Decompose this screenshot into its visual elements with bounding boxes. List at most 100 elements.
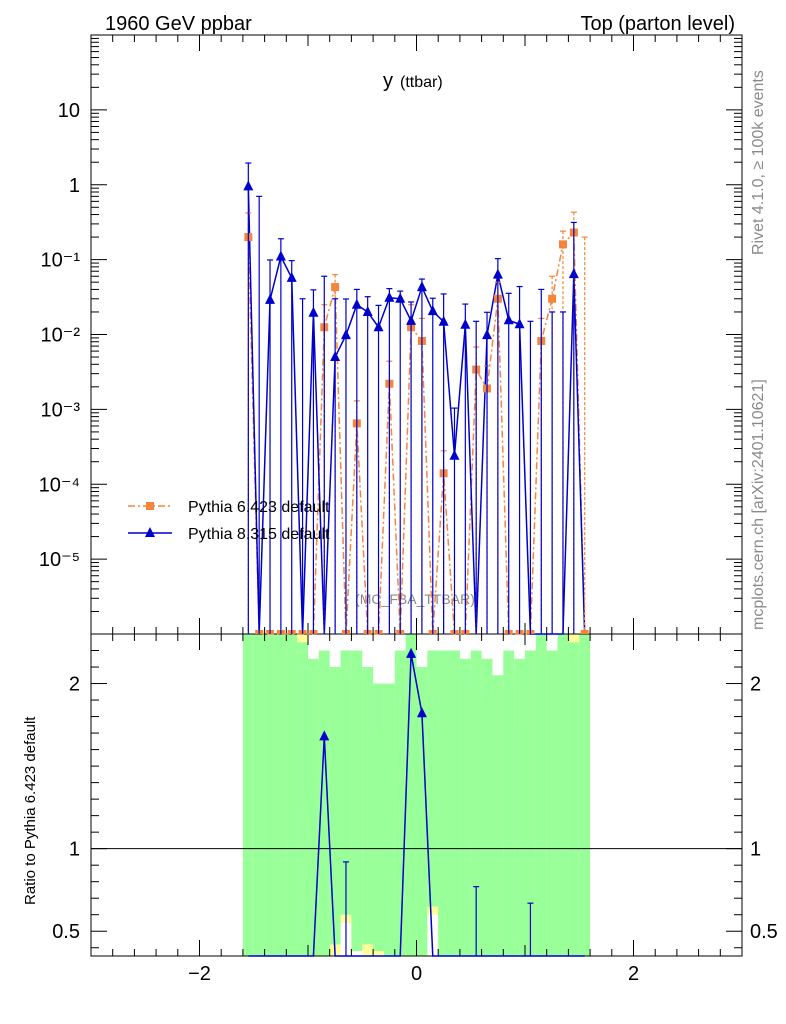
xtick-label: 0: [411, 963, 422, 985]
ratio-band-green: [264, 634, 276, 956]
rivet-label: Rivet 4.1.0, ≥ 100k events: [750, 70, 767, 255]
ratio-band-green: [405, 634, 417, 956]
ratio-band-green: [481, 658, 493, 956]
legend-label-pythia8: Pythia 8.315 default: [188, 526, 330, 543]
data-point-pythia8: [416, 281, 427, 292]
data-point-pythia6: [558, 240, 567, 249]
ratio-band-green: [427, 650, 439, 907]
header-right: Top (parton level): [580, 13, 735, 35]
ratio-line: [248, 653, 585, 957]
data-point-pythia8: [351, 298, 362, 309]
data-point-pythia8: [286, 271, 297, 282]
data-point-pythia8: [503, 314, 514, 325]
chart-subtitle: (ttbar): [400, 74, 443, 91]
upper-ytick-label: 10: [58, 100, 80, 122]
ratio-band-green: [253, 634, 265, 956]
chart-title: y: [383, 70, 393, 92]
data-point-pythia6: [548, 294, 557, 303]
ratio-band-green: [535, 634, 547, 956]
legend: Pythia 6.423 default Pythia 8.315 defaul…: [128, 499, 330, 543]
data-point-pythia6-zero: [580, 630, 589, 634]
ratio-band-green: [340, 650, 352, 915]
ratio-band-green: [503, 650, 515, 956]
ratio-series: [248, 647, 585, 957]
ratio-band-green: [383, 683, 395, 956]
ratio-ylabel: Ratio to Pythia 6.423 default: [22, 716, 39, 905]
ratio-band-green: [568, 642, 580, 956]
ratio-band-green: [438, 650, 450, 956]
upper-ytick-label: 10⁻¹: [41, 250, 81, 272]
lower-ytick-label-right: 0.5: [750, 921, 778, 943]
ratio-band-green: [557, 634, 569, 956]
ratio-band-green: [394, 650, 406, 956]
upper-ytick-label: 10⁻²: [41, 325, 81, 347]
mcplots-label: mcplots.cern.ch [arXiv:2401.10621]: [750, 379, 767, 630]
lower-ytick-label-left: 1: [69, 839, 80, 861]
ratio-band-green: [242, 634, 254, 956]
data-point-pythia8: [330, 351, 341, 362]
ratio-band-green: [297, 642, 308, 956]
data-point-pythia8: [243, 180, 254, 191]
ratio-band-green: [416, 667, 428, 956]
data-point-pythia8: [449, 449, 460, 460]
data-point-pythia8: [492, 268, 503, 279]
lower-ytick-label-right: 1: [750, 839, 761, 861]
series-line-pythia6: [247, 230, 586, 635]
analysis-watermark: (MC_FBA_TTBAR): [355, 591, 475, 607]
series-lines: [247, 186, 586, 635]
ratio-band-green: [318, 650, 330, 956]
ratio-band-green: [470, 650, 482, 956]
ratio-point: [319, 730, 330, 741]
ratio-band-green: [579, 634, 591, 956]
ratio-band-green: [449, 650, 460, 956]
ratio-band-green: [275, 634, 287, 956]
data-point-pythia8: [482, 329, 493, 340]
ratio-band-green: [525, 650, 536, 956]
ratio-band-green: [308, 658, 319, 956]
data-point-pythia8: [568, 268, 579, 279]
ratio-point: [416, 707, 427, 718]
xtick-label: 2: [628, 963, 639, 985]
ratio-band-green: [329, 667, 341, 945]
upper-ytick-label: 10⁻³: [41, 399, 81, 421]
legend-label-pythia6: Pythia 6.423 default: [188, 499, 330, 516]
data-point-pythia6: [331, 283, 340, 292]
legend-marker-pythia6: [146, 502, 154, 510]
lower-ytick-label-right: 2: [750, 674, 761, 696]
legend-marker-pythia8: [145, 527, 155, 537]
upper-ytick-label: 1: [69, 175, 80, 197]
xtick-label: −2: [188, 963, 211, 985]
upper-ytick-label: 10⁻⁴: [39, 474, 80, 496]
data-point-pythia8: [438, 315, 449, 326]
data-point-pythia8: [460, 318, 471, 329]
ratio-band-green: [514, 658, 525, 956]
ratio-band-green: [362, 667, 374, 945]
lower-ytick-label-left: 0.5: [52, 921, 80, 943]
ratio-band-green: [546, 650, 558, 956]
data-point-pythia8: [514, 318, 525, 329]
data-point-pythia8: [395, 292, 406, 303]
data-point-pythia8: [308, 306, 319, 317]
header-left: 1960 GeV ppbar: [105, 13, 252, 35]
upper-axis-ticks: 10 1 10⁻¹ 10⁻² 10⁻³ 10⁻⁴ 10⁻⁵: [39, 35, 743, 635]
ratio-band-green: [459, 658, 471, 956]
lower-axis-ticks: −2 0 2 0.5 0.5 1 1 2 2: [52, 634, 778, 985]
data-point-pythia8: [265, 293, 276, 304]
upper-ytick-label: 10⁻⁵: [39, 549, 80, 571]
lower-ytick-label-left: 2: [69, 674, 80, 696]
ratio-band-green: [492, 675, 504, 956]
ratio-uncertainty-bands: [242, 634, 591, 956]
data-point-pythia8: [340, 329, 351, 340]
data-point-pythia8: [275, 250, 286, 261]
data-point-pythia8: [362, 305, 373, 316]
data-point-pythia8: [406, 314, 417, 325]
data-point-pythia8: [427, 305, 438, 316]
series-markers: [243, 162, 589, 634]
data-point-pythia8: [373, 321, 384, 332]
ratio-point: [406, 647, 417, 658]
ratio-band-green: [351, 650, 363, 952]
ratio-band-green: [373, 683, 384, 952]
series-line-pythia8: [247, 186, 586, 635]
ratio-band-green: [286, 634, 298, 956]
